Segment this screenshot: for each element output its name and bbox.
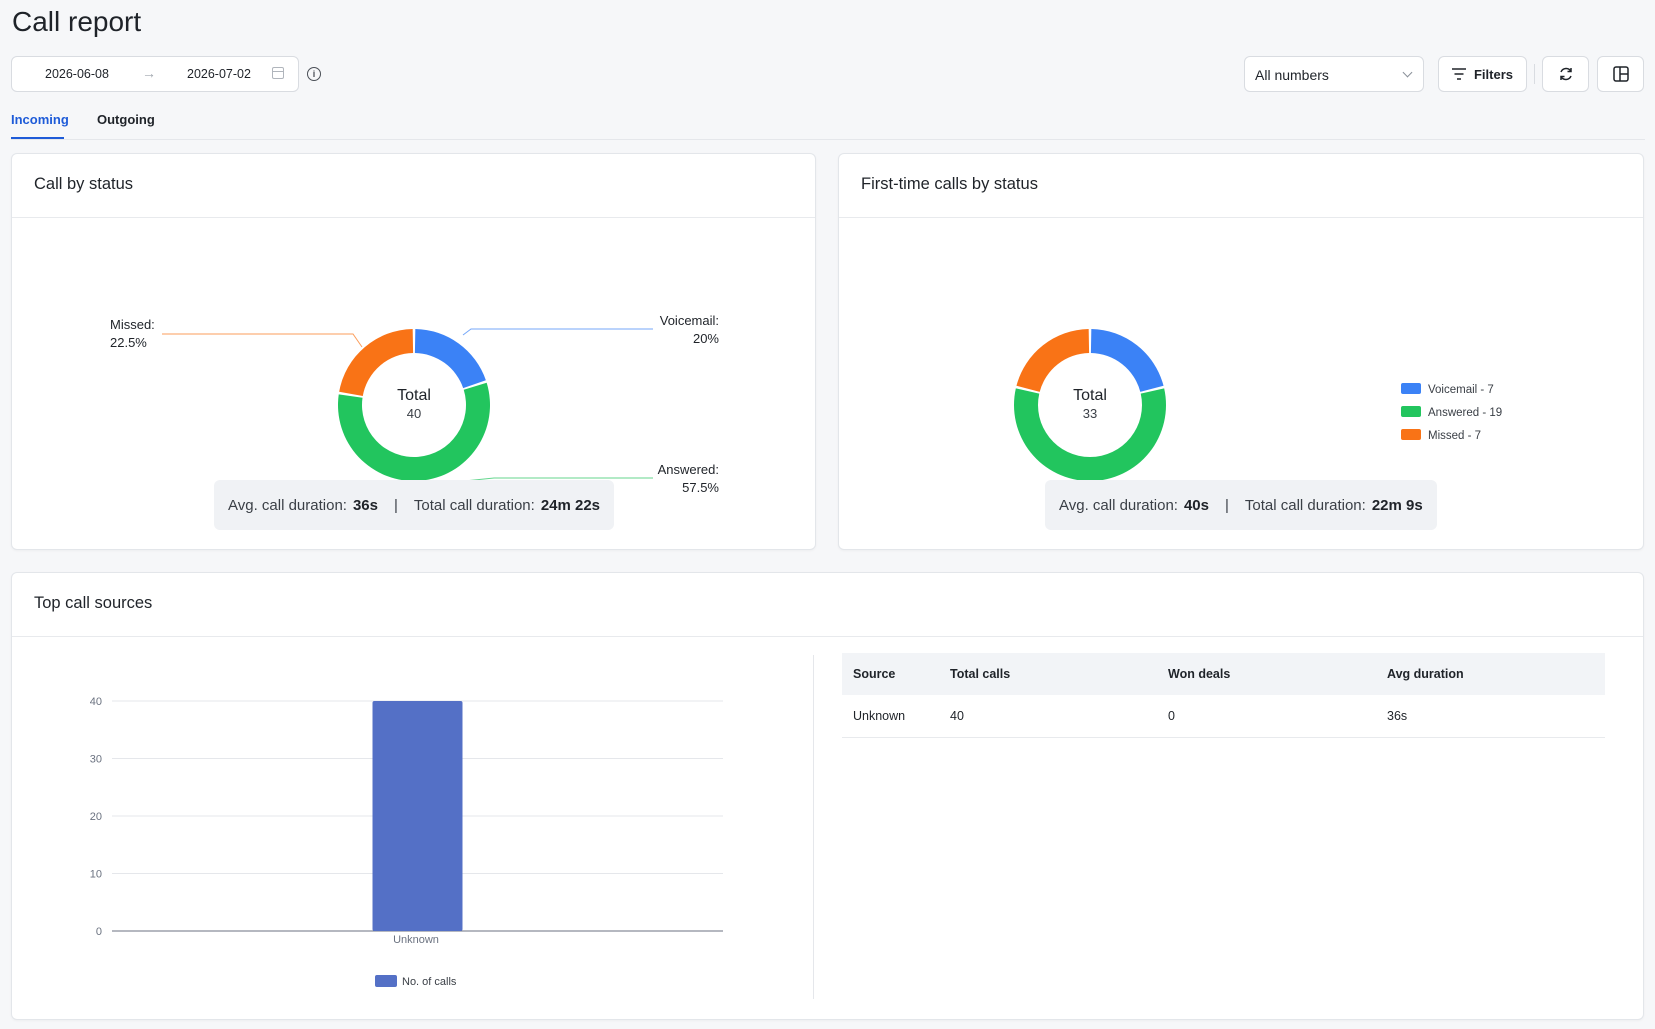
table-header: Source Total calls Won deals Avg duratio… [842,653,1605,695]
card-title: Top call sources [12,573,1643,637]
answered-percent: 57.5% [682,480,719,495]
total-duration-label: Total call duration: [413,496,535,514]
first-time-calls-card: First-time calls by status Total 33 Voic… [838,153,1644,550]
sources-table: Source Total calls Won deals Avg duratio… [842,653,1605,738]
cell-total-calls: 40 [950,709,964,723]
avg-duration-value: 40s [1183,496,1209,514]
cell-won-deals: 0 [1168,709,1175,723]
card-title: Call by status [12,154,815,218]
legend-item-voicemail[interactable]: Voicemail - 7 [1428,384,1494,396]
refresh-button[interactable] [1542,56,1589,92]
y-tick-label: 40 [90,696,102,708]
voicemail-label: Voicemail: [660,313,719,328]
missed-leader-line [162,333,363,348]
call-status-slice-voicemail[interactable] [414,329,486,389]
legend-swatch-missed [1401,429,1421,440]
info-icon[interactable]: i [307,67,321,81]
col-avg-duration[interactable]: Avg duration [1387,667,1464,681]
total-duration-value: 22m 9s [1371,496,1423,514]
x-tick-label: Unknown [393,934,439,946]
cell-source: Unknown [853,709,906,723]
toolbar-divider [1534,64,1535,84]
donut-center-label: Total [397,387,431,404]
card-title: First-time calls by status [839,154,1643,218]
top-sources-bar-chart: Unknown No. of calls 0 10 20 30 40 [90,696,723,988]
call-status-slice-missed[interactable] [339,329,414,396]
missed-label: Missed: [110,317,155,332]
report-tabs: Incoming Outgoing [11,100,1645,140]
call-duration-summary: Avg. call duration: 40s | Total call dur… [1045,480,1437,530]
voicemail-percent: 20% [693,331,719,346]
numbers-select-value: All numbers [1255,67,1329,83]
first-time-slice-voicemail[interactable] [1090,329,1164,392]
layout-button[interactable] [1597,56,1644,92]
arrow-right-icon: → [142,65,156,81]
y-tick-label: 10 [90,869,102,881]
section-divider [813,655,814,999]
avg-duration-label: Avg. call duration: [1059,496,1178,514]
numbers-select[interactable]: All numbers [1244,56,1424,92]
legend-swatch-answered [1401,406,1421,417]
donut-center-value: 33 [1083,406,1097,421]
voicemail-leader-line [462,328,653,336]
total-duration-value: 24m 22s [540,496,601,514]
legend-item-missed[interactable]: Missed - 7 [1428,430,1481,442]
table-row[interactable]: Unknown 40 0 36s [842,695,1605,738]
filters-button[interactable]: Filters [1438,56,1527,92]
calendar-icon [272,67,284,79]
tab-outgoing[interactable]: Outgoing [97,112,155,127]
first-time-calls-donut: Total 33 Voicemail - 7 Answered - 19 Mis… [1014,329,1502,481]
filter-icon [1451,68,1466,80]
legend-swatch-voicemail [1401,383,1421,394]
y-tick-label: 0 [96,926,102,938]
date-to[interactable]: 2026-07-02 [187,67,251,81]
chevron-down-icon [1402,67,1413,78]
answered-label: Answered: [658,462,719,477]
summary-separator: | [394,496,398,514]
summary-separator: | [1225,496,1229,514]
top-call-sources-card: Top call sources Unknown No. of calls 0 1… [11,572,1644,1020]
total-duration-label: Total call duration: [1244,496,1366,514]
y-tick-label: 30 [90,754,102,766]
refresh-icon [1559,67,1572,81]
call-by-status-card: Call by status Missed: 22.5% Voicemail: … [11,153,816,550]
legend-item-calls[interactable]: No. of calls [402,976,457,988]
legend-item-answered[interactable]: Answered - 19 [1428,407,1502,419]
y-tick-label: 20 [90,811,102,823]
missed-percent: 22.5% [110,335,147,350]
tab-incoming[interactable]: Incoming [11,112,69,127]
call-by-status-donut: Missed: 22.5% Voicemail: 20% Answered: 5… [110,313,719,495]
cell-avg-duration: 36s [1387,709,1408,723]
donut-center-label: Total [1073,387,1107,404]
first-time-slice-missed[interactable] [1016,329,1090,392]
call-status-slice-answered[interactable] [338,382,490,481]
avg-duration-label: Avg. call duration: [228,496,347,514]
col-source[interactable]: Source [853,667,896,681]
page-title: Call report [12,6,142,37]
legend-swatch-calls [375,975,397,987]
layout-icon [1612,66,1629,82]
donut-center-value: 40 [407,406,421,421]
col-total-calls[interactable]: Total calls [950,667,1011,681]
active-tab-indicator [11,137,64,139]
first-time-slice-answered[interactable] [1014,388,1166,481]
date-range-picker[interactable]: 2026-06-08 → 2026-07-02 [11,56,299,92]
avg-duration-value: 36s [352,496,378,514]
filters-label: Filters [1473,66,1513,82]
bar-unknown[interactable] [372,701,463,931]
date-from[interactable]: 2026-06-08 [45,67,109,81]
col-won-deals[interactable]: Won deals [1168,667,1231,681]
call-duration-summary: Avg. call duration: 36s | Total call dur… [214,480,615,530]
